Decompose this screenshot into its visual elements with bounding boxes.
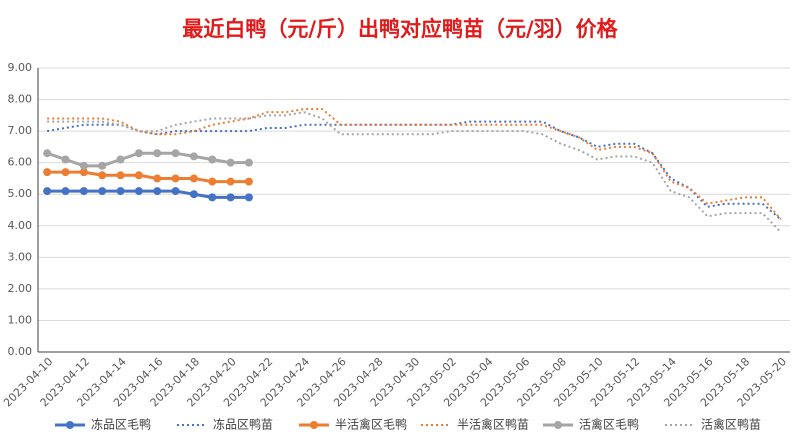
marker	[98, 171, 107, 180]
marker	[43, 149, 52, 158]
legend-marker	[310, 421, 318, 429]
marker	[189, 174, 198, 183]
marker	[244, 177, 253, 186]
series-line	[47, 170, 249, 184]
y-tick-label: 1.00	[8, 313, 33, 326]
legend-label: 半活禽区毛鸭	[335, 417, 407, 432]
marker	[61, 187, 70, 196]
y-tick-label: 5.00	[8, 187, 33, 200]
marker	[189, 190, 198, 199]
marker	[79, 168, 88, 177]
y-tick-label: 8.00	[8, 93, 33, 106]
series-line	[46, 151, 249, 168]
marker	[134, 149, 143, 158]
chart-title: 最近白鸭（元/斤）出鸭对应鸭苗（元/羽）价格	[182, 17, 618, 41]
marker	[116, 187, 125, 196]
marker	[153, 149, 162, 158]
series-line	[47, 111, 782, 233]
marker	[98, 187, 107, 196]
marker	[116, 171, 125, 180]
marker	[189, 152, 198, 161]
marker	[208, 155, 217, 164]
marker	[153, 187, 162, 196]
legend-marker	[66, 421, 74, 429]
series-line	[47, 120, 782, 221]
marker	[208, 177, 217, 186]
legend-label: 半活禽区鸭苗	[457, 417, 529, 432]
legend-label: 冻品区毛鸭	[91, 417, 151, 432]
marker	[79, 187, 88, 196]
marker	[134, 171, 143, 180]
marker	[61, 168, 70, 177]
legend-label: 活禽区毛鸭	[579, 417, 639, 432]
marker	[79, 161, 88, 170]
y-tick-label: 3.00	[8, 250, 33, 263]
legend-label: 冻品区鸭苗	[213, 417, 273, 432]
marker	[244, 193, 253, 202]
marker	[98, 161, 107, 170]
legend-marker	[554, 421, 562, 429]
marker	[244, 158, 253, 167]
y-tick-label: 9.00	[8, 61, 33, 74]
marker	[134, 187, 143, 196]
marker	[226, 193, 235, 202]
marker	[116, 155, 125, 164]
y-tick-label: 7.00	[8, 124, 33, 137]
y-tick-label: 6.00	[8, 156, 33, 169]
series-line	[47, 108, 782, 221]
marker	[43, 187, 52, 196]
marker	[61, 155, 70, 164]
marker	[226, 158, 235, 167]
marker	[208, 193, 217, 202]
marker	[171, 149, 180, 158]
y-tick-label: 2.00	[8, 282, 33, 295]
marker	[153, 174, 162, 183]
marker	[226, 177, 235, 186]
legend-label: 活禽区鸭苗	[701, 417, 761, 432]
y-tick-label: 0.00	[8, 345, 33, 358]
marker	[171, 187, 180, 196]
marker	[171, 174, 180, 183]
marker	[43, 168, 52, 177]
y-tick-label: 4.00	[8, 219, 33, 232]
